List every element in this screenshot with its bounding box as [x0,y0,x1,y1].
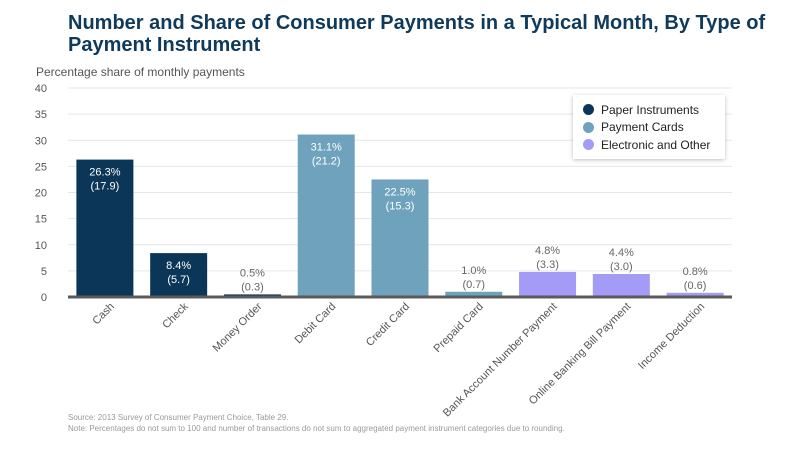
data-label-7: 4.4% [609,247,634,259]
data-label-8: 0.8% [683,266,708,278]
y-tick-label-5: 5 [41,266,47,278]
count-label-5: (0.7) [462,279,485,291]
count-label-0: (17.9) [91,181,120,193]
y-tick-label-10: 10 [35,240,47,252]
footer-source: Source: 2013 Survey of Consumer Payment … [68,413,289,422]
bar-4 [371,179,429,297]
y-axis-label: Percentage share of monthly payments [36,65,245,79]
count-label-1: (5.7) [167,274,190,286]
footer-note: Note: Percentages do not sum to 100 and … [68,424,565,433]
count-label-2: (0.3) [241,281,264,293]
count-label-7: (3.0) [610,261,633,273]
legend-swatch-paper [583,104,594,116]
legend-swatch-cards [583,121,594,133]
bar-3 [297,134,355,297]
bar-8 [666,292,724,297]
y-tick-label-35: 35 [35,109,47,121]
y-tick-label-0: 0 [41,292,47,304]
x-tick-label-1: Check [160,300,191,331]
bar-5 [445,291,503,297]
data-label-3: 31.1% [311,142,342,154]
y-tick-label-25: 25 [35,161,47,173]
y-tick-label-15: 15 [35,214,47,226]
bar-6 [519,271,577,297]
legend-label-cards: Payment Cards [601,120,684,135]
count-label-4: (15.3) [386,200,415,212]
x-tick-label-3: Debit Card [293,301,339,347]
data-label-0: 26.3% [89,167,120,179]
y-tick-label-30: 30 [35,135,47,147]
legend-item-cards: Payment Cards [583,119,725,137]
data-label-2: 0.5% [240,267,265,279]
x-tick-label-8: Income Deduction [636,301,707,372]
y-tick-label-40: 40 [35,83,47,95]
legend-label-paper: Paper Instruments [601,102,700,117]
bar-7 [592,274,650,297]
legend-swatch-electronic [583,139,594,151]
bar-1 [150,253,208,297]
x-tick-label-0: Cash [90,301,117,328]
x-tick-label-2: Money Order [211,300,265,354]
legend: Paper Instruments Payment Cards Electron… [573,95,725,159]
data-label-5: 1.0% [461,265,486,277]
legend-label-electronic: Electronic and Other [601,137,711,152]
count-label-3: (21.2) [312,156,341,168]
data-label-4: 22.5% [384,186,415,198]
data-label-6: 4.8% [535,245,560,257]
legend-item-paper: Paper Instruments [583,101,725,119]
legend-item-electronic: Electronic and Other [583,136,725,154]
footer: Source: 2013 Survey of Consumer Payment … [68,412,565,434]
data-label-1: 8.4% [166,260,191,272]
chart-title: Number and Share of Consumer Payments in… [68,12,766,56]
x-tick-label-5: Prepaid Card [432,301,486,355]
x-tick-label-4: Credit Card [364,301,412,349]
bar-0 [76,159,134,297]
count-label-8: (0.6) [684,280,707,292]
y-tick-label-20: 20 [35,188,47,200]
count-label-6: (3.3) [536,259,559,271]
